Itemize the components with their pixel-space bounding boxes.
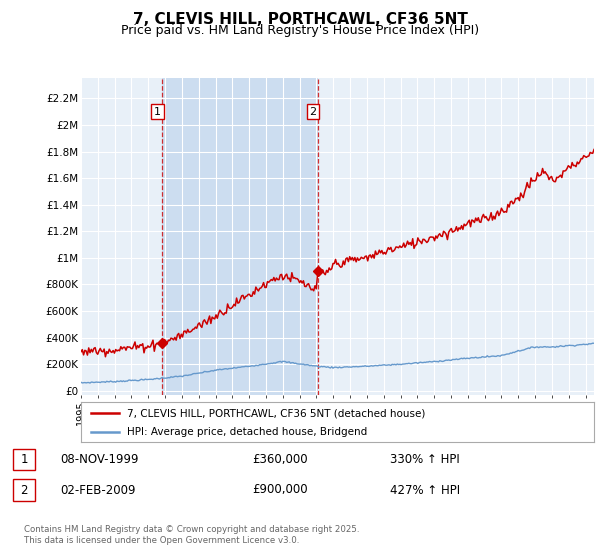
Text: HPI: Average price, detached house, Bridgend: HPI: Average price, detached house, Brid… [127,427,367,437]
Text: £900,000: £900,000 [252,483,308,497]
Bar [163,78,318,395]
Text: 08-NOV-1999: 08-NOV-1999 [60,452,139,466]
Text: 02-FEB-2009: 02-FEB-2009 [60,483,136,497]
Text: 7, CLEVIS HILL, PORTHCAWL, CF36 5NT: 7, CLEVIS HILL, PORTHCAWL, CF36 5NT [133,12,467,27]
Text: Contains HM Land Registry data © Crown copyright and database right 2025.
This d: Contains HM Land Registry data © Crown c… [24,525,359,545]
Text: 2: 2 [310,106,317,116]
Text: 1: 1 [154,106,161,116]
Text: £360,000: £360,000 [252,452,308,466]
Text: 2: 2 [20,483,28,497]
Text: 330% ↑ HPI: 330% ↑ HPI [390,452,460,466]
Text: 1: 1 [20,452,28,466]
Text: Price paid vs. HM Land Registry's House Price Index (HPI): Price paid vs. HM Land Registry's House … [121,24,479,36]
Text: 7, CLEVIS HILL, PORTHCAWL, CF36 5NT (detached house): 7, CLEVIS HILL, PORTHCAWL, CF36 5NT (det… [127,408,425,418]
Text: 427% ↑ HPI: 427% ↑ HPI [390,483,460,497]
